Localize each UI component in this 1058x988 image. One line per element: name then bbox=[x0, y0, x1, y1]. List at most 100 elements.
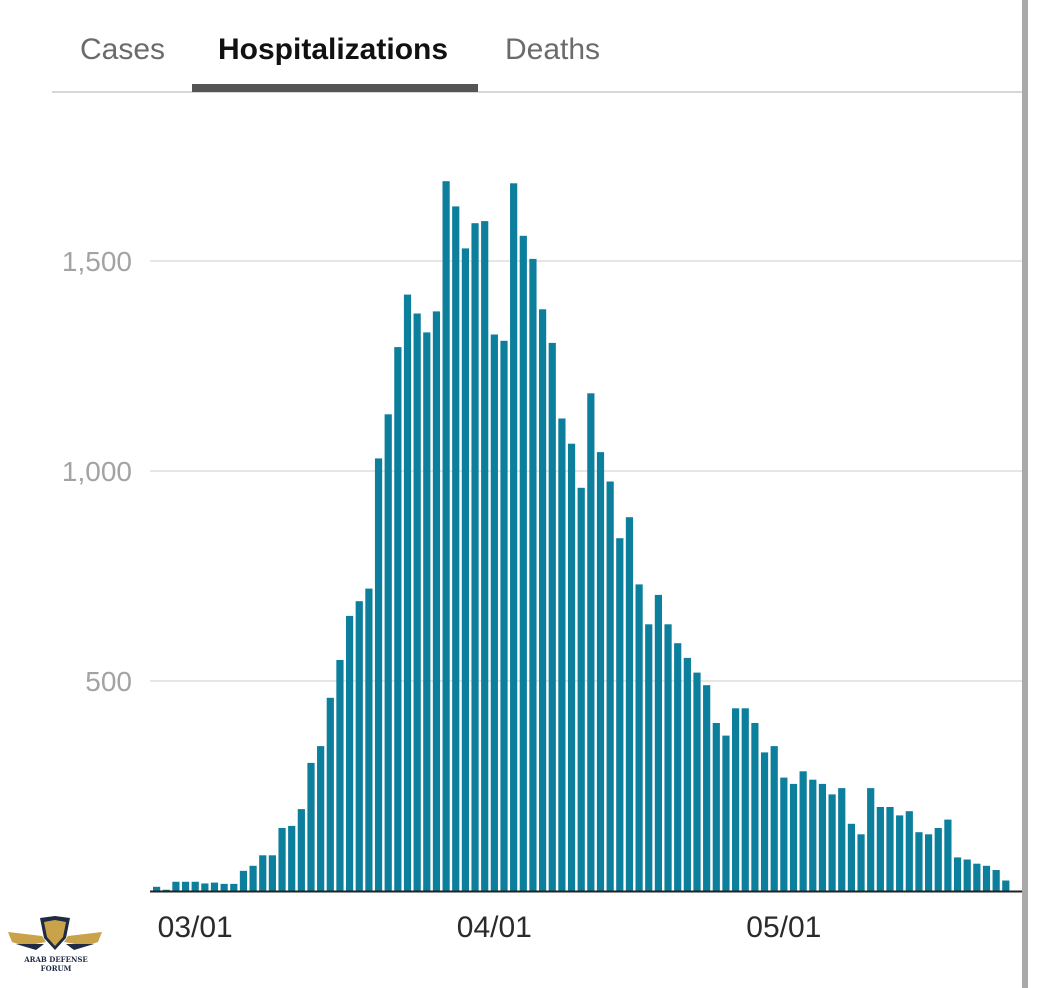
bar bbox=[944, 819, 952, 891]
bar bbox=[307, 762, 315, 891]
bar bbox=[693, 672, 701, 891]
bar bbox=[153, 886, 161, 891]
tab-cases[interactable]: Cases bbox=[80, 33, 166, 66]
bar bbox=[336, 660, 344, 891]
bar bbox=[963, 859, 971, 891]
bar bbox=[925, 834, 933, 891]
bar bbox=[374, 458, 383, 891]
bar bbox=[403, 294, 412, 892]
bar bbox=[876, 807, 884, 891]
scrollbar-edge bbox=[1022, 0, 1028, 988]
bar bbox=[394, 347, 402, 892]
bar bbox=[867, 788, 875, 891]
bar bbox=[355, 601, 363, 891]
bar bbox=[519, 235, 527, 892]
bar bbox=[577, 487, 585, 891]
bar bbox=[712, 723, 720, 891]
bar bbox=[799, 771, 807, 891]
bar bbox=[442, 181, 450, 891]
bar bbox=[365, 588, 373, 891]
bar bbox=[780, 777, 788, 891]
bar bbox=[596, 452, 605, 891]
bar bbox=[654, 594, 662, 891]
x-tick-label: 05/01 bbox=[746, 911, 821, 944]
bar bbox=[645, 624, 653, 891]
bar bbox=[201, 883, 209, 891]
bar bbox=[432, 311, 441, 891]
bar bbox=[529, 258, 537, 891]
bar bbox=[818, 783, 827, 891]
tab-baseline bbox=[52, 91, 1023, 93]
bar bbox=[606, 481, 614, 891]
bar bbox=[625, 517, 634, 891]
bar bbox=[230, 883, 238, 891]
bar bbox=[500, 340, 508, 891]
bar bbox=[278, 828, 286, 891]
bars bbox=[153, 181, 1010, 892]
bar bbox=[461, 248, 469, 891]
grid-lines bbox=[150, 260, 1022, 682]
active-tab-indicator bbox=[192, 84, 478, 92]
bar bbox=[297, 809, 305, 891]
bar bbox=[703, 685, 711, 891]
y-tick-label: 1,500 bbox=[62, 246, 132, 277]
bar bbox=[249, 865, 257, 891]
bar bbox=[413, 313, 421, 891]
bar bbox=[558, 418, 566, 891]
bar bbox=[548, 342, 556, 891]
bar bbox=[162, 889, 170, 891]
bar bbox=[423, 332, 431, 891]
axes: 500 1,000 1,500 03/01 04/01 05/01 bbox=[62, 246, 1022, 944]
eagle-shield-icon bbox=[8, 916, 102, 950]
bar bbox=[982, 865, 991, 891]
bar bbox=[635, 584, 643, 891]
bar bbox=[664, 624, 672, 891]
bar bbox=[760, 752, 769, 891]
bar bbox=[934, 828, 942, 891]
x-tick-label: 04/01 bbox=[457, 911, 532, 944]
bar bbox=[683, 657, 691, 891]
bar bbox=[346, 615, 354, 891]
bar bbox=[510, 183, 518, 892]
bar bbox=[490, 334, 498, 891]
bar bbox=[288, 825, 296, 891]
bar bbox=[181, 881, 190, 891]
bar bbox=[674, 643, 682, 891]
bar bbox=[751, 723, 759, 891]
bar bbox=[317, 746, 325, 891]
bar bbox=[481, 221, 489, 892]
bar bbox=[210, 882, 219, 891]
bar bbox=[471, 223, 479, 891]
bar bbox=[809, 779, 817, 891]
bar bbox=[896, 815, 904, 891]
y-tick-label: 500 bbox=[85, 666, 132, 697]
bar bbox=[587, 393, 595, 891]
bar bbox=[905, 811, 913, 891]
bar bbox=[770, 746, 778, 891]
bar bbox=[220, 883, 228, 891]
bar bbox=[973, 863, 981, 891]
bar bbox=[239, 870, 248, 891]
bar bbox=[741, 708, 749, 891]
bar bbox=[259, 855, 267, 891]
x-tick-label: 03/01 bbox=[158, 911, 233, 944]
bar bbox=[915, 832, 923, 891]
bar bbox=[539, 309, 547, 891]
bar bbox=[732, 708, 740, 891]
bar bbox=[191, 881, 199, 891]
bar bbox=[886, 807, 894, 891]
tab-bar: Cases Hospitalizations Deaths bbox=[0, 0, 1058, 100]
bar bbox=[616, 538, 624, 891]
bar bbox=[452, 206, 460, 891]
bar bbox=[828, 794, 836, 891]
bar bbox=[953, 857, 962, 891]
bar bbox=[722, 735, 730, 891]
bar bbox=[847, 823, 855, 891]
bar bbox=[268, 855, 276, 891]
tab-deaths[interactable]: Deaths bbox=[505, 33, 601, 66]
tab-hospitalizations[interactable]: Hospitalizations bbox=[218, 33, 449, 66]
y-tick-label: 1,000 bbox=[62, 456, 132, 487]
bar bbox=[326, 697, 334, 891]
bar bbox=[1002, 880, 1010, 891]
